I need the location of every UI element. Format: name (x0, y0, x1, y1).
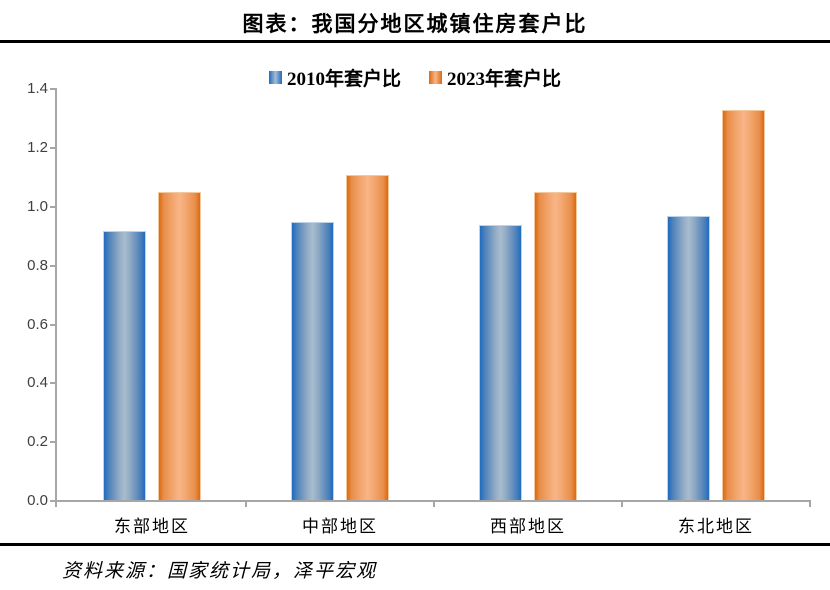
source-note: 资料来源：国家统计局，泽平宏观 (62, 561, 378, 582)
top-divider (0, 40, 830, 43)
y-tick-label: 0.2 (27, 433, 48, 451)
y-tick-label: 0.6 (27, 315, 48, 333)
y-tick-label: 1.2 (27, 139, 48, 157)
bar-series0-cat2 (479, 224, 522, 501)
legend-item-2023: 2023年套户比 (429, 64, 561, 91)
bar-series1-cat3 (722, 109, 765, 501)
bar-series0-cat1 (291, 221, 334, 501)
bar-series0-cat0 (103, 230, 146, 501)
y-tick (50, 147, 56, 150)
y-tick-label: 1.4 (27, 80, 48, 98)
y-tick-label: 0.8 (27, 256, 48, 274)
y-tick-label: 1.0 (27, 198, 48, 215)
legend-swatch-2023-icon (429, 71, 442, 84)
bar-series1-cat2 (534, 192, 577, 501)
legend-item-2010: 2010年套户比 (268, 64, 401, 91)
chart-legend: 2010年套户比 2023年套户比 (0, 64, 830, 91)
x-tick (809, 501, 811, 507)
x-category-label: 东部地区 (114, 517, 190, 536)
y-tick-label: 0.0 (27, 492, 48, 509)
y-tick (50, 323, 56, 326)
bar-series1-cat0 (158, 192, 201, 501)
x-tick (433, 501, 435, 507)
y-tick (50, 264, 56, 267)
y-tick (50, 382, 56, 385)
x-category-label: 中部地区 (302, 517, 378, 536)
bottom-divider (0, 543, 830, 546)
y-tick (50, 88, 56, 91)
x-axis-line (55, 500, 811, 502)
y-tick (50, 500, 56, 502)
legend-label-2010: 2010年套户比 (286, 69, 401, 90)
y-tick-label: 0.4 (27, 374, 48, 392)
y-tick (50, 206, 56, 208)
y-tick (50, 441, 56, 444)
legend-label-2023: 2023年套户比 (447, 69, 562, 90)
legend-swatch-2010-icon (268, 71, 282, 84)
y-axis-line (55, 88, 57, 507)
bar-series1-cat1 (346, 174, 389, 501)
x-category-label: 东北地区 (678, 517, 754, 536)
chart-title: 图表：我国分地区城镇住房套户比 (242, 12, 588, 36)
x-tick (621, 501, 623, 507)
bar-series0-cat3 (667, 215, 710, 501)
x-category-label: 西部地区 (490, 517, 566, 536)
x-tick (245, 501, 247, 507)
